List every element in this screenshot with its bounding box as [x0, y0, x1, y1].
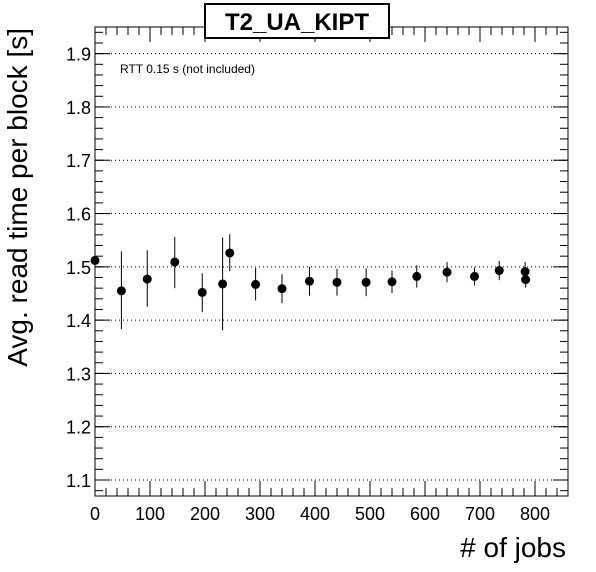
- x-tick-label: 400: [300, 504, 330, 524]
- y-tick-label: 1.5: [66, 258, 91, 278]
- y-tick-label: 1.6: [66, 205, 91, 225]
- x-tick-label: 0: [90, 504, 100, 524]
- data-point: [251, 279, 261, 289]
- x-tick-label: 800: [520, 504, 550, 524]
- x-tick-label: 600: [410, 504, 440, 524]
- x-tick-label: 500: [355, 504, 385, 524]
- data-point: [521, 275, 531, 285]
- data-point: [520, 267, 530, 277]
- data-point: [305, 276, 314, 286]
- y-tick-label: 1.2: [66, 418, 91, 438]
- x-tick-label: 200: [190, 504, 220, 524]
- data-point: [142, 274, 152, 284]
- data-point: [361, 277, 371, 287]
- y-tick-label: 1.3: [66, 364, 91, 384]
- data-points: [90, 234, 531, 331]
- data-point: [116, 286, 126, 296]
- data-point: [470, 271, 479, 281]
- y-tick-label: 1.7: [66, 151, 91, 171]
- data-point: [387, 277, 397, 287]
- x-tick-label: 700: [465, 504, 495, 524]
- data-point: [170, 257, 180, 267]
- chart-title: T2_UA_KIPT: [225, 9, 369, 36]
- x-tick-label: 100: [135, 504, 165, 524]
- data-point: [412, 271, 422, 281]
- data-point: [218, 279, 228, 289]
- y-axis-label: Avg. read time per block [s]: [2, 28, 33, 367]
- y-tick-label: 1.9: [66, 45, 91, 65]
- grid-layer: [95, 53, 568, 481]
- data-point: [90, 255, 100, 265]
- data-point: [442, 267, 452, 277]
- data-point: [494, 266, 504, 276]
- data-point: [197, 287, 207, 297]
- y-tick-label: 1.8: [66, 98, 91, 118]
- data-point: [277, 284, 287, 294]
- chart-title-box: T2_UA_KIPT: [204, 3, 390, 39]
- data-point: [332, 277, 342, 287]
- y-tick-label: 1.4: [66, 311, 91, 331]
- plot-border: [94, 26, 569, 497]
- plot-frame: [94, 26, 569, 497]
- x-axis-label: # of jobs: [460, 532, 566, 563]
- annotation-text: RTT 0.15 s (not included): [120, 62, 255, 76]
- x-tick-label: 300: [245, 504, 275, 524]
- axis-ticks: 1.1 1.2 1.3 1.4 1.5 1.6 1.7 1.8 1.9 0 100 200 300 400…: [66, 27, 569, 524]
- y-tick-label: 1.1: [66, 471, 91, 491]
- data-point: [225, 248, 235, 258]
- title-box: [204, 3, 390, 39]
